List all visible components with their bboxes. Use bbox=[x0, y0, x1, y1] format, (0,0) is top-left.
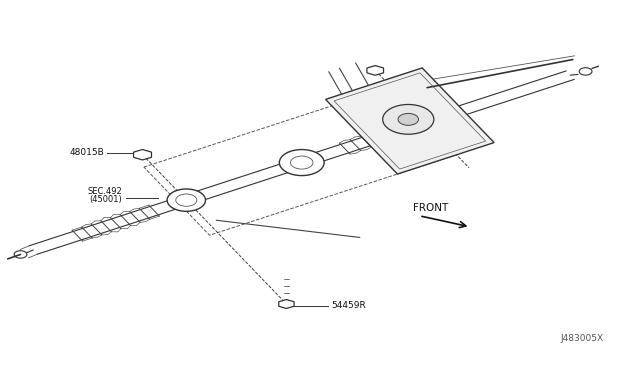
Circle shape bbox=[579, 68, 592, 75]
Text: (45001): (45001) bbox=[90, 195, 122, 204]
Text: J483005X: J483005X bbox=[561, 334, 604, 343]
Polygon shape bbox=[279, 299, 294, 308]
Circle shape bbox=[280, 150, 324, 176]
Polygon shape bbox=[367, 65, 383, 75]
Text: 48015B: 48015B bbox=[69, 148, 104, 157]
Polygon shape bbox=[134, 150, 152, 160]
Text: FRONT: FRONT bbox=[413, 203, 448, 213]
Circle shape bbox=[167, 189, 205, 211]
Circle shape bbox=[398, 113, 419, 125]
Circle shape bbox=[14, 251, 27, 258]
Text: 54459R: 54459R bbox=[332, 301, 366, 310]
Text: SEC.492: SEC.492 bbox=[88, 187, 122, 196]
Polygon shape bbox=[326, 68, 494, 174]
Circle shape bbox=[383, 105, 434, 134]
